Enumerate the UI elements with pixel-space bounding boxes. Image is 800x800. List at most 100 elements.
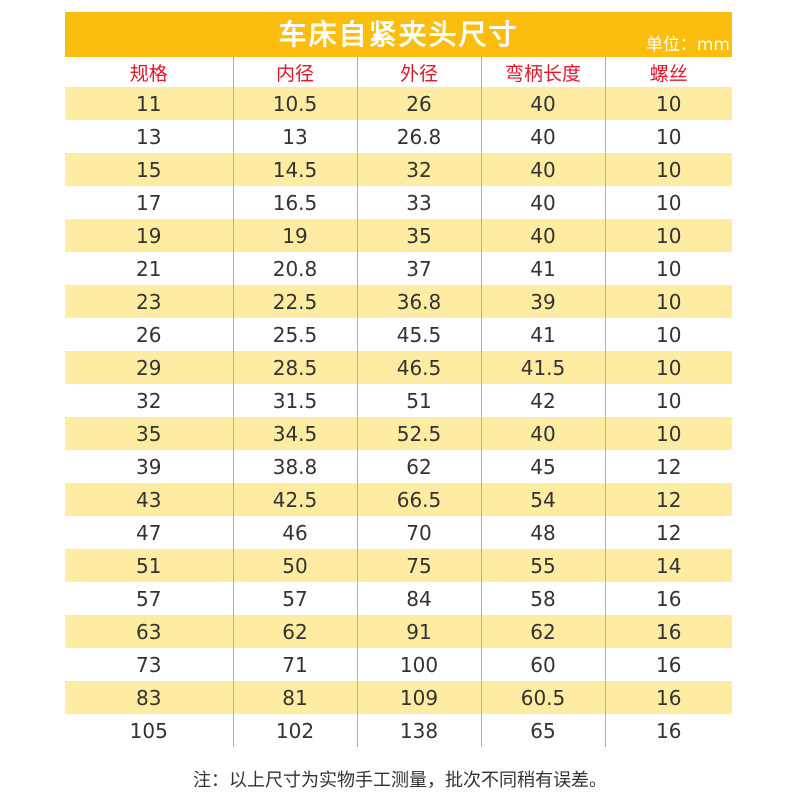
cell-inner-diameter: 31.5 (232, 384, 357, 417)
cell-screw: 10 (604, 318, 732, 351)
cell-screw: 10 (604, 252, 732, 285)
cell-inner-diameter: 14.5 (232, 153, 357, 186)
cell-inner-diameter: 19 (232, 219, 357, 252)
cell-shank-length: 58 (480, 582, 605, 615)
table-row: 19 19 35 40 10 (65, 219, 732, 252)
cell-shank-length: 45 (480, 450, 605, 483)
cell-outer-diameter: 26 (356, 87, 481, 120)
cell-shank-length: 60.5 (480, 681, 605, 714)
footnote: 注：以上尺寸为实物手工测量，批次不同稍有误差。 (193, 770, 607, 791)
cell-spec: 13 (65, 120, 233, 153)
cell-outer-diameter: 37 (356, 252, 481, 285)
cell-inner-diameter: 57 (232, 582, 357, 615)
cell-spec: 19 (65, 219, 233, 252)
cell-shank-length: 62 (480, 615, 605, 648)
table-row: 57 57 84 58 16 (65, 582, 732, 615)
size-table: 规格 内径 外径 弯柄长度 螺丝 11 10.5 26 40 10 13 13 26.8 40 1… (65, 57, 732, 747)
cell-shank-length: 40 (480, 219, 605, 252)
cell-shank-length: 40 (480, 153, 605, 186)
unit-label: 单位：mm (645, 35, 730, 55)
table-row: 35 34.5 52.5 40 10 (65, 417, 732, 450)
cell-outer-diameter: 36.8 (356, 285, 481, 318)
cell-inner-diameter: 102 (232, 714, 357, 747)
cell-spec: 17 (65, 186, 233, 219)
cell-spec: 83 (65, 681, 233, 714)
cell-inner-diameter: 10.5 (232, 87, 357, 120)
cell-shank-length: 41 (480, 318, 605, 351)
table-row: 32 31.5 51 42 10 (65, 384, 732, 417)
cell-inner-diameter: 81 (232, 681, 357, 714)
cell-outer-diameter: 84 (356, 582, 481, 615)
column-header-screw: 螺丝 (604, 57, 732, 87)
cell-shank-length: 42 (480, 384, 605, 417)
table-row: 47 46 70 48 12 (65, 516, 732, 549)
cell-inner-diameter: 71 (232, 648, 357, 681)
column-header-shank-length: 弯柄长度 (480, 57, 605, 87)
cell-spec: 21 (65, 252, 233, 285)
table-row: 21 20.8 37 41 10 (65, 252, 732, 285)
cell-shank-length: 65 (480, 714, 605, 747)
table-row: 15 14.5 32 40 10 (65, 153, 732, 186)
cell-outer-diameter: 62 (356, 450, 481, 483)
table-row: 39 38.8 62 45 12 (65, 450, 732, 483)
cell-inner-diameter: 13 (232, 120, 357, 153)
table-row: 63 62 91 62 16 (65, 615, 732, 648)
cell-shank-length: 60 (480, 648, 605, 681)
cell-outer-diameter: 26.8 (356, 120, 481, 153)
page-title: 车床自紧夹头尺寸 (278, 18, 519, 51)
cell-outer-diameter: 46.5 (356, 351, 481, 384)
cell-outer-diameter: 51 (356, 384, 481, 417)
table-row: 23 22.5 36.8 39 10 (65, 285, 732, 318)
cell-screw: 16 (604, 714, 732, 747)
cell-inner-diameter: 34.5 (232, 417, 357, 450)
cell-screw: 10 (604, 120, 732, 153)
cell-spec: 47 (65, 516, 233, 549)
cell-shank-length: 40 (480, 87, 605, 120)
cell-inner-diameter: 22.5 (232, 285, 357, 318)
cell-screw: 12 (604, 516, 732, 549)
cell-outer-diameter: 138 (356, 714, 481, 747)
cell-inner-diameter: 25.5 (232, 318, 357, 351)
cell-spec: 43 (65, 483, 233, 516)
cell-shank-length: 55 (480, 549, 605, 582)
column-header-outer-diameter: 外径 (356, 57, 481, 87)
cell-screw: 10 (604, 384, 732, 417)
cell-screw: 12 (604, 450, 732, 483)
cell-outer-diameter: 33 (356, 186, 481, 219)
cell-inner-diameter: 42.5 (232, 483, 357, 516)
cell-spec: 11 (65, 87, 233, 120)
cell-outer-diameter: 32 (356, 153, 481, 186)
cell-screw: 10 (604, 186, 732, 219)
cell-inner-diameter: 20.8 (232, 252, 357, 285)
cell-spec: 105 (65, 714, 233, 747)
cell-screw: 16 (604, 648, 732, 681)
cell-inner-diameter: 50 (232, 549, 357, 582)
table-row: 43 42.5 66.5 54 12 (65, 483, 732, 516)
cell-spec: 63 (65, 615, 233, 648)
cell-screw: 12 (604, 483, 732, 516)
table-row: 51 50 75 55 14 (65, 549, 732, 582)
cell-spec: 57 (65, 582, 233, 615)
cell-shank-length: 41 (480, 252, 605, 285)
cell-spec: 15 (65, 153, 233, 186)
cell-spec: 73 (65, 648, 233, 681)
cell-spec: 32 (65, 384, 233, 417)
cell-spec: 51 (65, 549, 233, 582)
size-chart: 车床自紧夹头尺寸 单位：mm 规格 内径 外径 弯柄长度 螺丝 11 10.5 26… (65, 12, 732, 747)
cell-inner-diameter: 62 (232, 615, 357, 648)
cell-screw: 10 (604, 351, 732, 384)
cell-inner-diameter: 16.5 (232, 186, 357, 219)
cell-spec: 23 (65, 285, 233, 318)
cell-shank-length: 40 (480, 120, 605, 153)
cell-inner-diameter: 46 (232, 516, 357, 549)
cell-screw: 10 (604, 87, 732, 120)
table-row: 11 10.5 26 40 10 (65, 87, 732, 120)
cell-spec: 39 (65, 450, 233, 483)
cell-outer-diameter: 45.5 (356, 318, 481, 351)
cell-screw: 16 (604, 615, 732, 648)
cell-spec: 35 (65, 417, 233, 450)
cell-shank-length: 40 (480, 417, 605, 450)
table-body: 11 10.5 26 40 10 13 13 26.8 40 10 15 14.5 32 40 10 17 16… (65, 87, 732, 747)
cell-spec: 26 (65, 318, 233, 351)
cell-outer-diameter: 70 (356, 516, 481, 549)
